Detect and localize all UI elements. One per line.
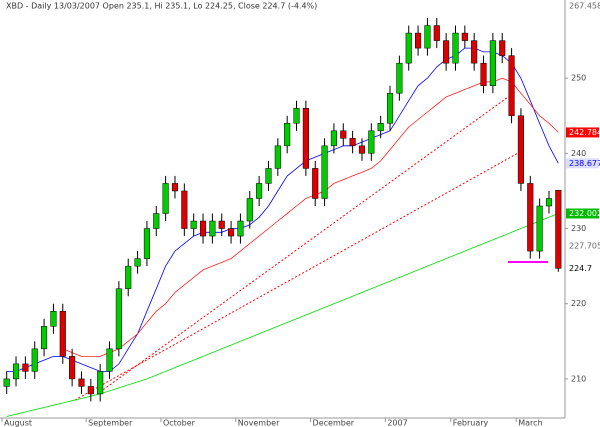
candle-body: [78, 378, 85, 387]
ma-line: [62, 77, 559, 357]
price-label-box: [566, 158, 599, 169]
candle-body: [41, 326, 48, 350]
x-tick-label: August: [4, 419, 32, 427]
candle-body: [330, 130, 337, 147]
x-tick-label: February: [453, 419, 489, 427]
candle-body: [377, 123, 384, 132]
candle-body: [171, 183, 179, 192]
candle-body: [50, 310, 57, 327]
price-label-box: [566, 127, 599, 138]
x-tick-label: September: [88, 419, 133, 427]
price-label: 242.784: [569, 128, 600, 137]
candle-body: [405, 32, 412, 64]
candle-body: [536, 205, 543, 252]
candle-body: [527, 183, 534, 252]
y-tick-label: 250: [571, 74, 586, 83]
candle-body: [545, 198, 553, 207]
candle-body: [3, 378, 10, 387]
price-label: 238.677: [569, 159, 600, 168]
candle-body: [209, 220, 216, 237]
trend-line: [74, 151, 521, 401]
candle-body: [265, 168, 272, 184]
candle-body: [396, 62, 403, 94]
candle-body: [246, 198, 253, 222]
price-label: 232.002: [569, 209, 600, 218]
price-label: 267.458: [569, 2, 600, 11]
y-tick-label: 210: [571, 374, 586, 383]
candle-body: [461, 32, 468, 41]
price-label: 224.7: [569, 264, 592, 273]
candle-body: [302, 108, 309, 169]
candle-body: [237, 220, 244, 237]
candle-body: [162, 183, 169, 214]
candle-body: [256, 183, 263, 199]
candle-body: [125, 265, 132, 289]
candle-body: [106, 348, 113, 372]
candle-body: [228, 228, 235, 237]
y-tick-label: 240: [571, 149, 586, 158]
candle-body: [452, 32, 459, 64]
candle-body: [499, 40, 506, 56]
candle-body: [274, 145, 281, 169]
price-label-box: [566, 208, 599, 219]
candle-body: [218, 220, 225, 229]
trend-line: [99, 91, 516, 393]
candle-body: [321, 145, 328, 199]
candle-body: [443, 40, 450, 64]
candle-body: [22, 363, 29, 372]
candle-body: [293, 108, 300, 124]
candle-body: [349, 138, 356, 147]
candle-body: [489, 40, 496, 86]
candle-body: [69, 356, 76, 380]
candle-body: [508, 55, 515, 117]
x-tick-label: 2007: [387, 419, 407, 427]
x-tick-label: December: [313, 419, 355, 427]
candle-body: [340, 130, 347, 139]
candle-body: [368, 130, 375, 154]
candle-body: [433, 25, 440, 41]
candle-body: [312, 168, 319, 199]
candle-body: [153, 213, 160, 229]
candle-body: [555, 189, 562, 269]
candle-body: [386, 92, 394, 124]
candle-body: [31, 348, 38, 372]
candle-body: [115, 288, 122, 350]
ma-line: [6, 47, 559, 372]
candle-body: [97, 371, 104, 395]
candle-body: [471, 40, 478, 64]
candle-body: [12, 363, 20, 380]
candle-body: [190, 220, 197, 229]
candle-body: [284, 123, 291, 147]
chart-title: XBD - Daily 13/03/2007 Open 235.1, Hi 23…: [6, 2, 317, 11]
candle-body: [134, 258, 141, 267]
y-tick-label: 220: [571, 299, 586, 308]
candle-body: [199, 220, 207, 237]
x-tick-label: October: [163, 419, 196, 427]
candle-body: [143, 228, 150, 259]
candle-body: [415, 32, 422, 49]
candle-body: [517, 115, 524, 184]
candle-body: [480, 62, 487, 86]
candle-body: [87, 386, 94, 395]
x-tick-label: November: [238, 419, 280, 427]
candle-body: [424, 25, 431, 49]
y-tick-label: 230: [571, 224, 586, 233]
candle-body: [358, 145, 366, 154]
price-label: 227.705: [569, 241, 600, 250]
ma-line: [6, 213, 559, 417]
x-tick-label: March: [518, 419, 542, 427]
candle-body: [59, 310, 66, 357]
candle-body: [181, 190, 188, 229]
